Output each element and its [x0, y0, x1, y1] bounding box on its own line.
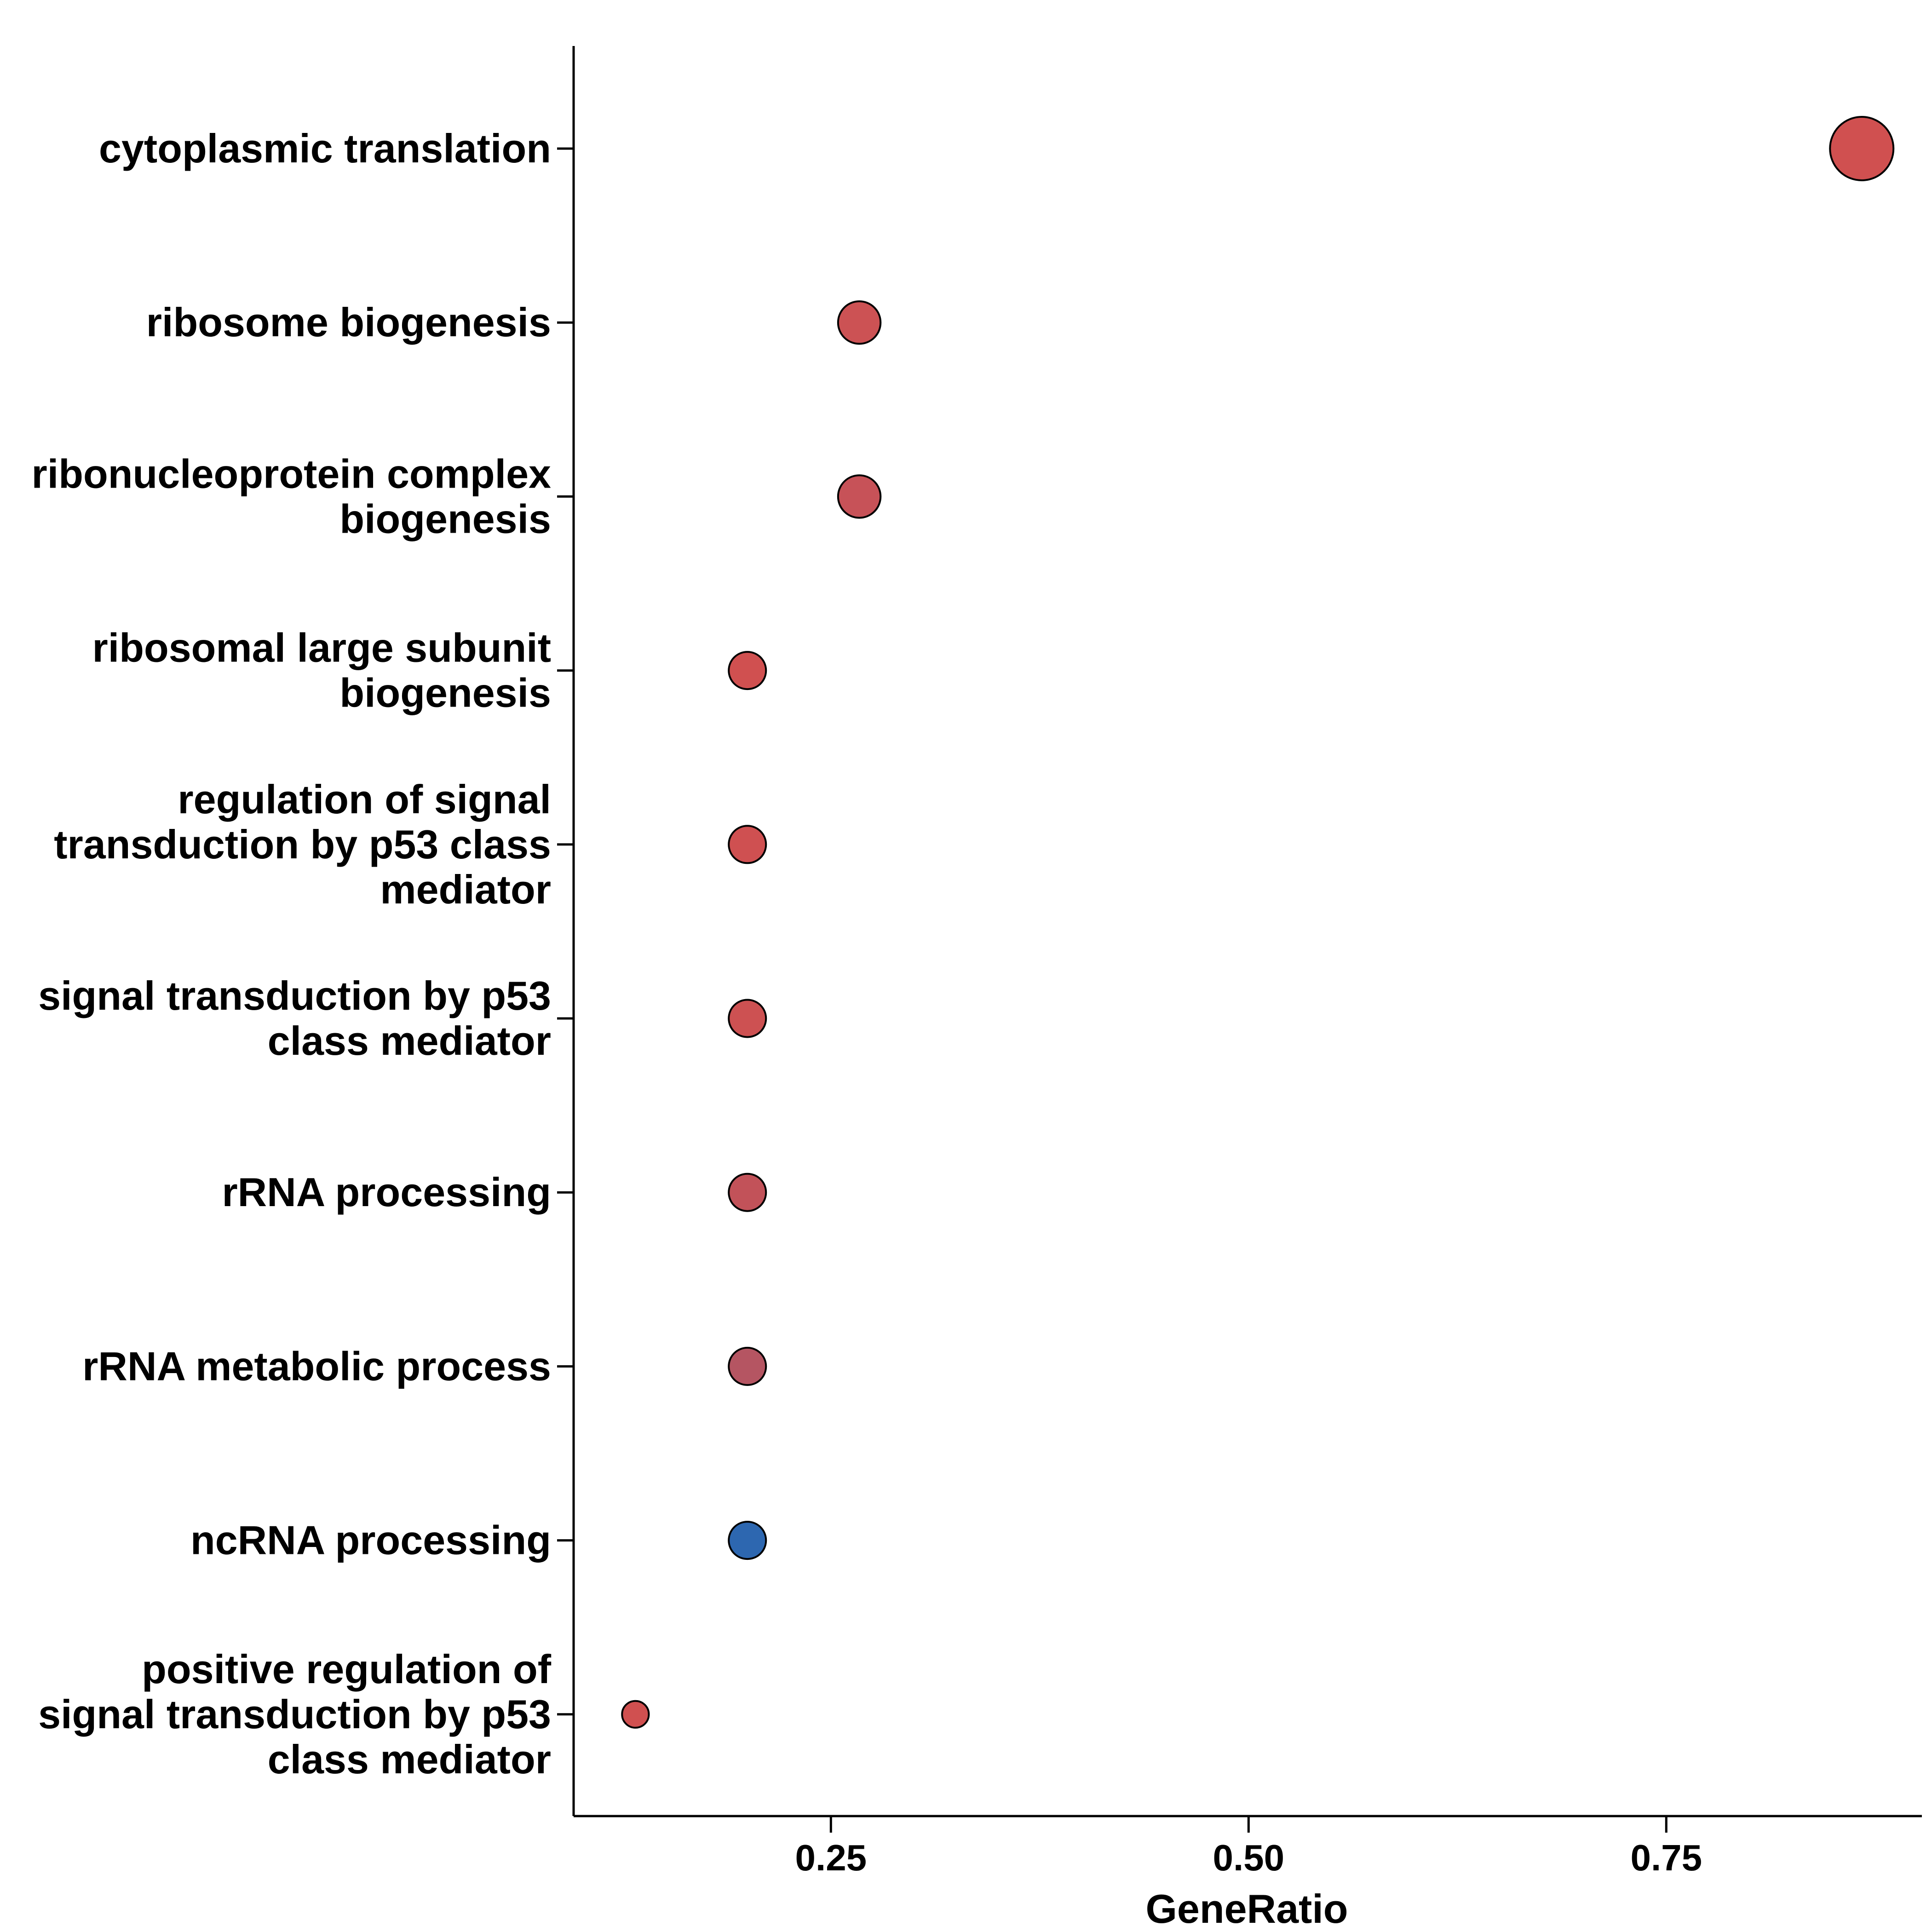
- y-category-label: regulation of signal transduction by p53 …: [54, 776, 551, 912]
- y-category-label: ribonucleoprotein complex biogenesis: [32, 451, 552, 541]
- x-axis-ticks: [829, 1816, 1668, 1833]
- y-category-label: positive regulation of signal transductio…: [38, 1646, 552, 1782]
- y-category-label: rRNA metabolic process: [82, 1343, 551, 1389]
- data-point: [728, 1521, 767, 1560]
- y-category-label: cytoplasmic translation: [99, 126, 551, 171]
- y-category-label: signal transduction by p53 class mediator: [38, 973, 551, 1064]
- x-tick-label: 0.25: [795, 1837, 867, 1878]
- y-category-label: ribosome biogenesis: [146, 299, 551, 345]
- y-category-label: ribosomal large subunit biogenesis: [92, 625, 551, 716]
- x-axis-labels: 0.25 0.50 0.75: [795, 1837, 1702, 1878]
- data-point: [728, 1346, 767, 1386]
- axes: [572, 46, 1922, 1817]
- data-point: [728, 1173, 767, 1212]
- data-point: [728, 999, 767, 1038]
- y-category-label: ncRNA processing: [190, 1518, 551, 1563]
- x-tick-label: 0.50: [1213, 1837, 1284, 1878]
- y-axis-ticks: [557, 147, 574, 1716]
- y-category-label: rRNA processing: [222, 1169, 551, 1215]
- data-point: [1829, 116, 1895, 181]
- data-point: [621, 1700, 650, 1729]
- x-axis-title: GeneRatio: [1145, 1886, 1348, 1932]
- y-axis-labels: cytoplasmic translation ribosome biogenes…: [32, 126, 552, 1782]
- data-point: [728, 651, 767, 690]
- data-point: [728, 825, 767, 864]
- data-point: [837, 300, 882, 345]
- x-tick-label: 0.75: [1630, 1837, 1702, 1878]
- data-point: [837, 474, 882, 519]
- data-points: [621, 116, 1895, 1729]
